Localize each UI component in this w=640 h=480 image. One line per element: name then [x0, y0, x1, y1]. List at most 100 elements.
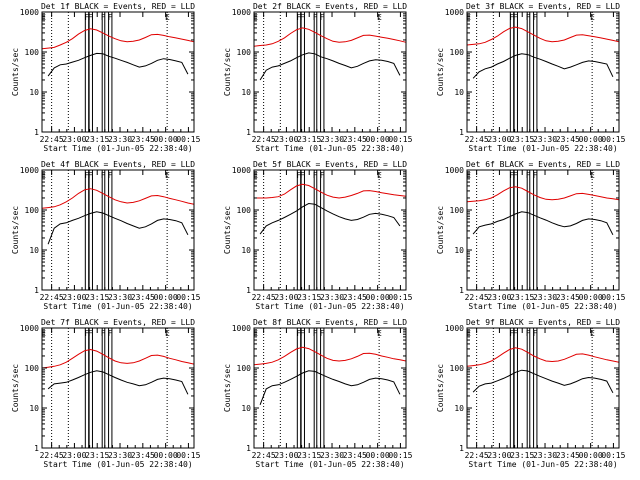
x-tick-label: 23:00 [274, 135, 298, 144]
panel-title: Det 7f BLACK = Events, RED = LLD [41, 318, 195, 327]
marker-letter-F: F [320, 329, 325, 338]
series-line-lld [466, 347, 620, 367]
y-tick-label: 10 [241, 404, 251, 413]
y-tick-label: 100 [25, 48, 40, 57]
x-tick-label: 23:45 [556, 135, 580, 144]
marker-letter-E: E [377, 171, 382, 180]
x-tick-label: 23:15 [510, 451, 534, 460]
y-axis-label: Counts/sec [436, 206, 445, 254]
marker-letter-F: F [320, 171, 325, 180]
marker-letter-E: E [41, 329, 46, 338]
marker-letter-E: E [253, 13, 258, 22]
flag-interval [88, 11, 93, 133]
marker-letter-E: E [41, 171, 46, 180]
marker-letter-F: F [296, 329, 301, 338]
flag-interval [108, 11, 113, 133]
series-line-events [472, 211, 614, 236]
series-line-events [47, 52, 189, 77]
series-line-lld [254, 183, 407, 199]
plot-frame [41, 327, 195, 449]
flag-interval [313, 327, 318, 449]
marker-letter-E: E [41, 13, 46, 22]
marker-letter-E: E [253, 171, 258, 180]
x-tick-label: 23:45 [556, 451, 580, 460]
x-tick-label: 22:45 [40, 293, 64, 302]
y-axis-label: Counts/sec [11, 48, 20, 96]
marker-letter-F: F [300, 13, 305, 22]
marker-letter-F: F [296, 171, 301, 180]
x-tick-label: 22:45 [465, 135, 489, 144]
plot-frame [253, 11, 407, 133]
flag-interval [300, 169, 305, 291]
flag-interval [108, 169, 113, 291]
flag-interval [296, 327, 302, 449]
x-tick-label: 23:45 [131, 293, 155, 302]
marker-letter-F: F [88, 329, 93, 338]
marker-letter-F: F [296, 13, 301, 22]
x-axis-label: Start Time (01-Jun-05 22:38:40) [255, 460, 404, 469]
x-tick-label: 23:15 [510, 293, 534, 302]
y-tick-label: 10 [29, 404, 39, 413]
flag-interval [84, 327, 90, 449]
series-line-events [47, 370, 189, 395]
x-tick-label: 23:15 [85, 135, 109, 144]
x-tick-label: 00:15 [601, 135, 625, 144]
marker-letter-E: E [466, 13, 471, 22]
y-tick-label: 1000 [445, 324, 464, 333]
y-axis-label: Counts/sec [436, 364, 445, 412]
x-tick-label: 00:15 [601, 451, 625, 460]
y-tick-label: 1000 [445, 8, 464, 17]
y-tick-label: 100 [237, 48, 252, 57]
x-tick-label: 23:30 [108, 451, 132, 460]
x-tick-label: 23:00 [487, 135, 511, 144]
y-tick-label: 1000 [445, 166, 464, 175]
x-tick-label: 23:45 [131, 451, 155, 460]
flag-interval [509, 327, 515, 449]
x-tick-label: 00:00 [579, 135, 603, 144]
flag-interval [513, 11, 518, 133]
marker-letter-F: F [526, 329, 531, 338]
flag-interval [296, 11, 302, 133]
marker-letter-E: E [590, 329, 595, 338]
y-tick-label: 1 [459, 286, 464, 295]
x-tick-label: 22:45 [252, 135, 276, 144]
y-tick-label: 100 [237, 364, 252, 373]
y-tick-label: 100 [450, 48, 465, 57]
series-line-lld [466, 186, 620, 203]
y-tick-label: 100 [25, 364, 40, 373]
y-tick-label: 10 [241, 246, 251, 255]
x-tick-label: 00:00 [154, 451, 178, 460]
series-line-events [259, 52, 401, 81]
panel-title: Det 6f BLACK = Events, RED = LLD [466, 160, 620, 169]
flag-interval [533, 327, 538, 449]
marker-letter-F: F [84, 13, 89, 22]
x-axis-label: Start Time (01-Jun-05 22:38:40) [43, 302, 192, 311]
x-axis-label: Start Time (01-Jun-05 22:38:40) [255, 302, 404, 311]
flag-interval [320, 11, 325, 133]
y-tick-label: 1 [246, 128, 251, 137]
y-tick-label: 1000 [20, 8, 39, 17]
x-tick-label: 00:15 [601, 293, 625, 302]
marker-letter-F: F [313, 171, 318, 180]
flag-interval [101, 169, 106, 291]
panel-title: Det 9f BLACK = Events, RED = LLD [466, 318, 620, 327]
y-tick-label: 1 [459, 128, 464, 137]
plot-frame [466, 327, 620, 449]
marker-letter-E: E [165, 329, 170, 338]
marker-letter-F: F [108, 171, 113, 180]
marker-letter-F: F [313, 329, 318, 338]
y-tick-label: 1 [246, 444, 251, 453]
x-tick-label: 23:30 [533, 135, 557, 144]
x-tick-label: 00:00 [366, 451, 390, 460]
y-tick-label: 10 [29, 246, 39, 255]
flag-interval [101, 327, 106, 449]
x-tick-label: 23:30 [320, 135, 344, 144]
plot-frame [466, 11, 620, 133]
y-axis-label: Counts/sec [223, 206, 232, 254]
marker-letter-F: F [101, 329, 106, 338]
x-tick-label: 22:45 [252, 293, 276, 302]
flag-interval [526, 169, 531, 291]
y-tick-label: 1000 [232, 166, 251, 175]
